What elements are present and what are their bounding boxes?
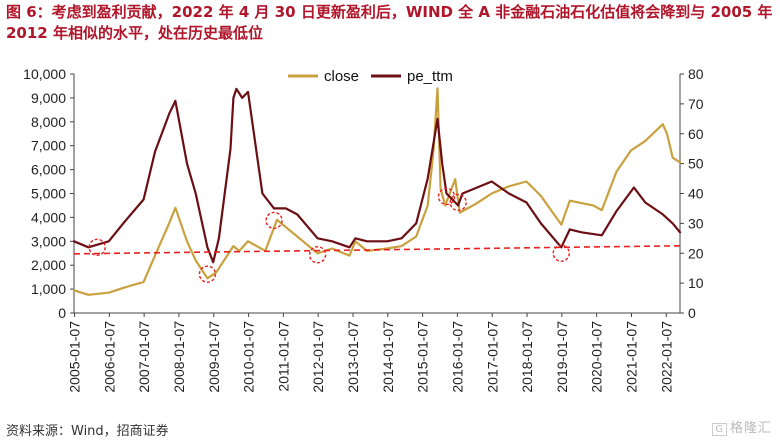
y-left-tick-label: 7,000 (31, 138, 66, 154)
y-left-tick-label: 3,000 (31, 233, 66, 249)
y-right-tick-label: 0 (688, 305, 696, 321)
x-tick-label: 2019-01-07 (554, 321, 570, 393)
low-point-marker (308, 246, 327, 264)
reference-line (73, 244, 681, 255)
low-point-marker (437, 187, 456, 206)
y-left-tick-label: 6,000 (31, 162, 66, 178)
y-left-tick-label: 1,000 (31, 281, 66, 297)
watermark-text: 格隆汇 (729, 421, 772, 436)
x-tick-label: 2010-01-07 (241, 321, 257, 393)
x-tick-label: 2017-01-07 (484, 321, 500, 393)
low-point-marker (88, 238, 106, 256)
x-tick-label: 2021-01-07 (623, 321, 639, 393)
y-right-tick-label: 80 (688, 66, 704, 82)
x-tick-label: 2016-01-07 (449, 321, 465, 393)
x-tick-label: 2009-01-07 (206, 321, 222, 393)
y-right-tick-label: 30 (688, 215, 704, 231)
x-tick-label: 2008-01-07 (171, 321, 187, 393)
y-right-tick-label: 60 (688, 126, 704, 142)
y-left-tick-label: 5,000 (31, 186, 66, 202)
x-tick-label: 2005-01-07 (67, 321, 83, 393)
y-left-tick-label: 8,000 (31, 114, 66, 130)
y-right-tick-label: 20 (688, 245, 704, 261)
low-point-marker (449, 193, 467, 212)
series-line-close (72, 87, 682, 296)
legend-label-close: close (324, 68, 359, 85)
series-line-pe-ttm (72, 87, 682, 264)
x-tick-label: 2007-01-07 (136, 321, 152, 393)
chart-plot-area (72, 87, 682, 296)
y-right-tick-label: 40 (688, 186, 704, 202)
watermark-box: G (712, 423, 727, 436)
figure-title: 图 6：考虑到盈利贡献，2022 年 4 月 30 日更新盈利后，WIND 全 … (6, 3, 773, 42)
y-right-tick-label: 10 (688, 275, 704, 291)
y-left-tick-label: 9,000 (31, 90, 66, 106)
y-left-tick-label: 0 (58, 305, 66, 321)
low-point-marker (265, 211, 283, 230)
x-tick-label: 2006-01-07 (101, 321, 117, 393)
x-tick-label: 2022-01-07 (658, 321, 674, 393)
y-left-tick-label: 10,000 (23, 66, 66, 82)
legend-label-pe-ttm: pe_ttm (407, 68, 453, 85)
low-point-marker (198, 265, 217, 283)
low-point-marker (552, 244, 570, 262)
y-left-tick-label: 4,000 (31, 209, 66, 225)
x-tick-label: 2013-01-07 (345, 321, 361, 393)
x-tick-label: 2018-01-07 (519, 321, 535, 393)
y-right-tick-label: 50 (688, 156, 704, 172)
x-tick-label: 2011-01-07 (275, 321, 291, 392)
chart-axes: 0 1,000 2,000 3,000 4,000 5,000 6,000 7,000 8,00… (23, 66, 704, 393)
x-tick-label: 2020-01-07 (589, 321, 605, 393)
x-tick-label: 2014-01-07 (380, 321, 396, 393)
y-left-tick-label: 2,000 (31, 257, 66, 273)
y-right-tick-label: 70 (688, 96, 704, 112)
x-tick-label: 2012-01-07 (310, 321, 326, 393)
x-tick-label: 2015-01-07 (415, 321, 431, 393)
watermark-logo: G 格隆汇 (712, 417, 772, 436)
source-note: 资料来源：Wind，招商证券 (6, 424, 169, 439)
chart-legend: close pe_ttm (288, 68, 453, 85)
